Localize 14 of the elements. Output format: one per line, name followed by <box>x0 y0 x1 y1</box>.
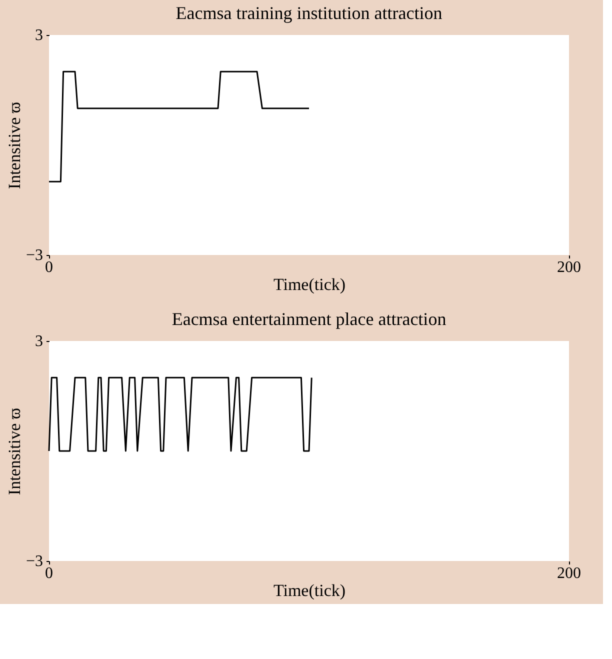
x-tick-label: 0 <box>45 565 53 582</box>
y-tick-label: 3 <box>35 27 43 44</box>
x-tick-label: 0 <box>45 259 53 276</box>
chart-title: Eacmsa training institution attraction <box>176 3 442 23</box>
x-tick-label: 200 <box>557 565 581 582</box>
x-axis-title: Time(tick) <box>273 275 346 294</box>
chart-title: Eacmsa entertainment place attraction <box>172 309 446 329</box>
y-axis-title: Intensitive ϖ <box>5 102 24 190</box>
y-tick-label: 3 <box>35 333 43 350</box>
y-tick-label: −3 <box>26 247 43 264</box>
y-tick-label: −3 <box>26 553 43 570</box>
x-axis-title: Time(tick) <box>273 581 346 600</box>
y-axis-title: Intensitive ϖ <box>5 408 24 496</box>
x-tick-label: 200 <box>557 259 581 276</box>
